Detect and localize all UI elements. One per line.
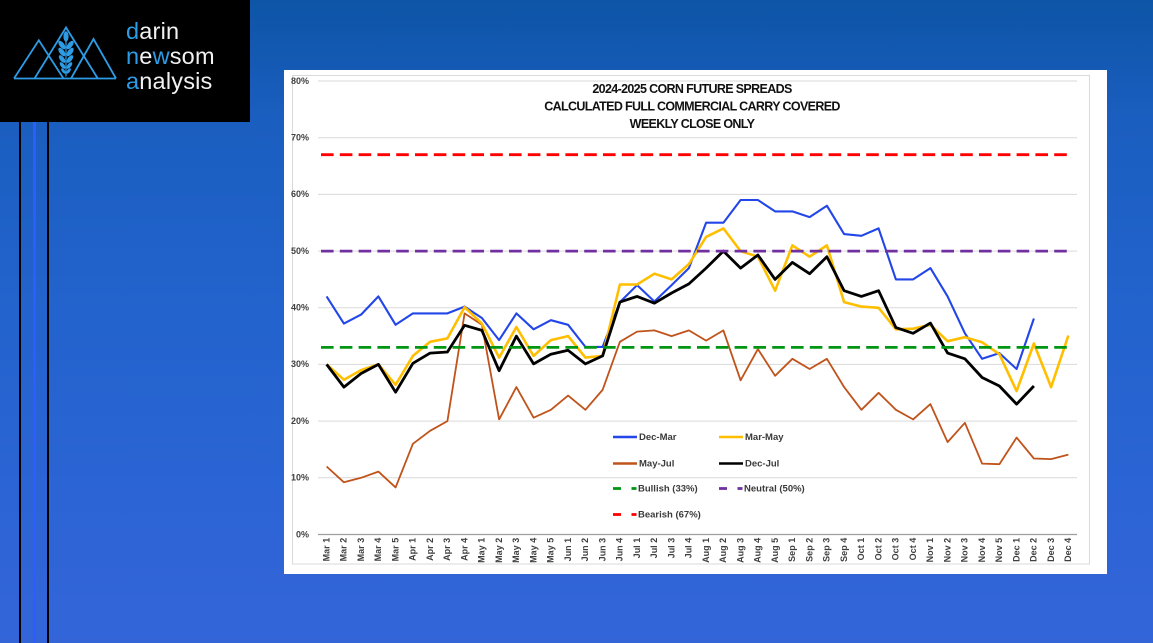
svg-text:70%: 70% — [291, 133, 309, 143]
svg-text:May 2: May 2 — [494, 538, 504, 563]
svg-text:Aug 4: Aug 4 — [753, 538, 763, 563]
svg-text:Aug 3: Aug 3 — [735, 538, 745, 563]
svg-text:Sep 1: Sep 1 — [787, 538, 797, 562]
svg-text:Mar 1: Mar 1 — [321, 538, 331, 562]
svg-text:Jul 2: Jul 2 — [649, 538, 659, 559]
svg-text:Apr 4: Apr 4 — [459, 538, 469, 561]
svg-text:WEEKLY CLOSE ONLY: WEEKLY CLOSE ONLY — [630, 117, 756, 131]
svg-text:Nov 3: Nov 3 — [960, 538, 970, 563]
svg-text:Nov 4: Nov 4 — [977, 538, 987, 563]
svg-text:Dec-Jul: Dec-Jul — [745, 459, 779, 470]
svg-text:40%: 40% — [291, 303, 309, 313]
svg-text:60%: 60% — [291, 189, 309, 199]
svg-text:Aug 2: Aug 2 — [718, 538, 728, 563]
svg-text:Oct 2: Oct 2 — [873, 538, 883, 561]
svg-text:Jul 3: Jul 3 — [666, 538, 676, 559]
svg-text:Bearish (67%): Bearish (67%) — [638, 510, 701, 521]
svg-text:Oct 1: Oct 1 — [856, 538, 866, 561]
svg-text:Mar 5: Mar 5 — [390, 538, 400, 562]
svg-text:10%: 10% — [291, 473, 309, 483]
svg-text:Apr 1: Apr 1 — [408, 538, 418, 561]
svg-text:Mar-May: Mar-May — [745, 432, 784, 443]
svg-text:May 5: May 5 — [546, 538, 556, 563]
svg-text:50%: 50% — [291, 246, 309, 256]
svg-text:Jun 4: Jun 4 — [615, 538, 625, 562]
svg-text:Mar 4: Mar 4 — [373, 538, 383, 562]
svg-text:CALCULATED FULL COMMERCIAL CAR: CALCULATED FULL COMMERCIAL CARRY COVERED — [544, 100, 840, 114]
svg-text:80%: 80% — [291, 76, 309, 86]
svg-text:Nov 2: Nov 2 — [942, 538, 952, 563]
svg-text:Dec 1: Dec 1 — [1011, 538, 1021, 562]
svg-text:Dec 4: Dec 4 — [1063, 538, 1073, 562]
svg-text:Jul 4: Jul 4 — [684, 538, 694, 559]
svg-text:May 3: May 3 — [511, 538, 521, 563]
svg-text:Sep 2: Sep 2 — [804, 538, 814, 562]
svg-text:Bullish (33%): Bullish (33%) — [638, 484, 698, 495]
svg-text:20%: 20% — [291, 416, 309, 426]
svg-text:0%: 0% — [296, 529, 309, 539]
svg-text:Dec 3: Dec 3 — [1046, 538, 1056, 562]
svg-text:Neutral (50%): Neutral (50%) — [744, 484, 805, 495]
svg-text:May 1: May 1 — [477, 538, 487, 563]
svg-text:30%: 30% — [291, 359, 309, 369]
svg-text:Sep 3: Sep 3 — [822, 538, 832, 562]
svg-text:Nov 1: Nov 1 — [925, 538, 935, 563]
svg-text:Nov 5: Nov 5 — [994, 538, 1004, 563]
svg-text:Oct 3: Oct 3 — [891, 538, 901, 561]
svg-text:Apr 2: Apr 2 — [425, 538, 435, 561]
svg-text:Jul 1: Jul 1 — [632, 538, 642, 559]
svg-text:Apr 3: Apr 3 — [442, 538, 452, 561]
svg-text:May 4: May 4 — [528, 538, 538, 563]
svg-text:Dec 2: Dec 2 — [1029, 538, 1039, 562]
svg-text:Dec-Mar: Dec-Mar — [639, 432, 677, 443]
svg-text:Jun 3: Jun 3 — [597, 538, 607, 562]
svg-text:Aug 5: Aug 5 — [770, 538, 780, 563]
svg-text:2024-2025 CORN FUTURE SPREADS: 2024-2025 CORN FUTURE SPREADS — [592, 82, 792, 96]
svg-text:Mar 3: Mar 3 — [356, 538, 366, 562]
svg-text:Aug 1: Aug 1 — [701, 538, 711, 563]
svg-text:Oct 4: Oct 4 — [908, 538, 918, 561]
svg-text:May-Jul: May-Jul — [639, 459, 674, 470]
svg-text:Sep 4: Sep 4 — [839, 538, 849, 562]
svg-text:Jun 2: Jun 2 — [580, 538, 590, 562]
svg-text:Mar 2: Mar 2 — [339, 538, 349, 562]
svg-text:Jun 1: Jun 1 — [563, 538, 573, 562]
